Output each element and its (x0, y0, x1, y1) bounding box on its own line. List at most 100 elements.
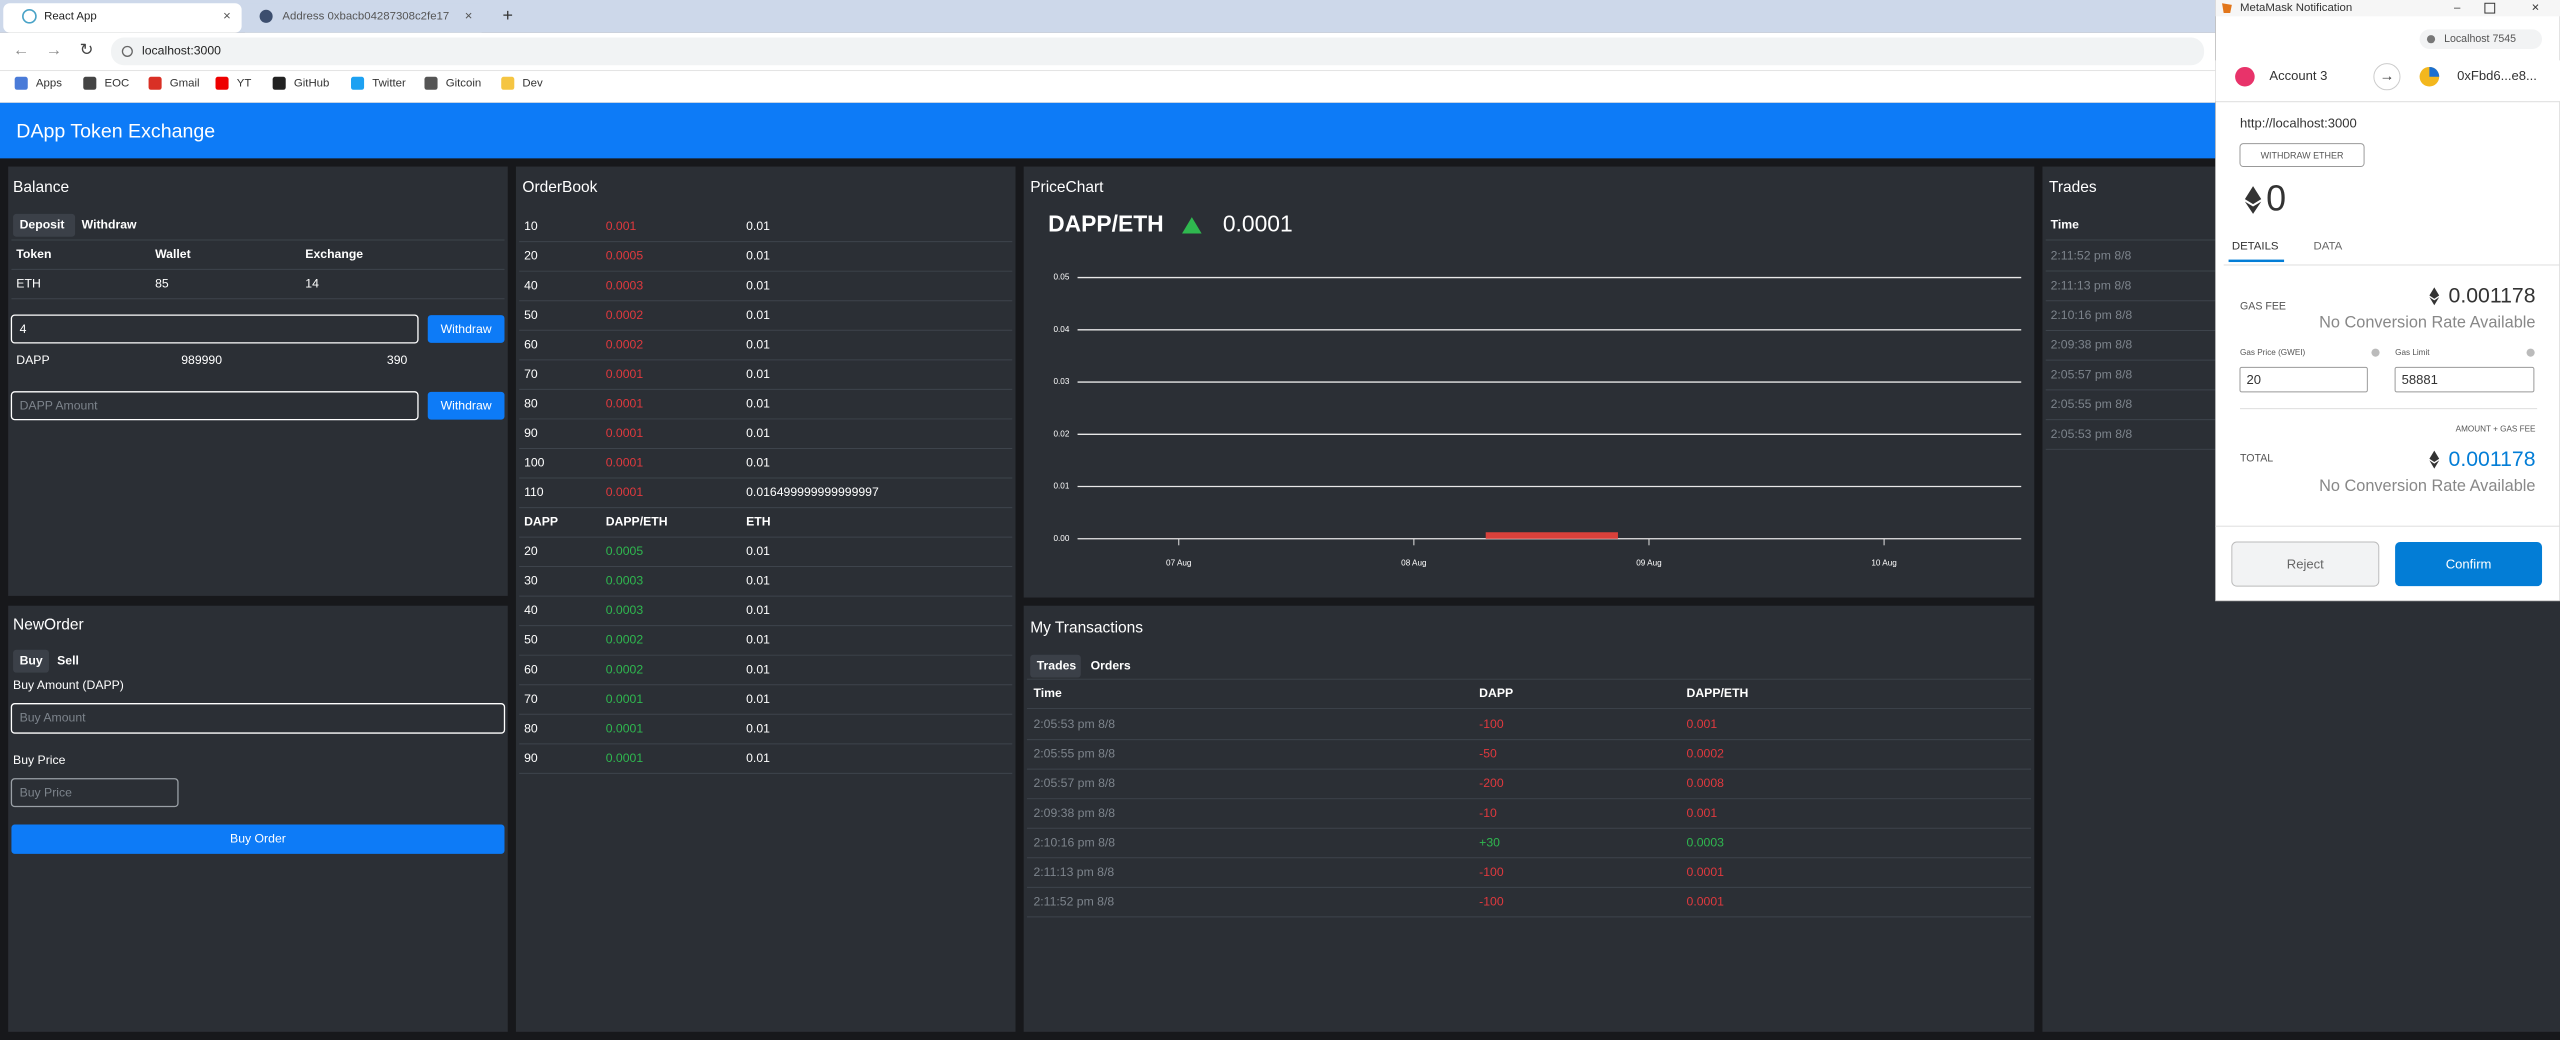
withdraw-button[interactable] (427, 315, 505, 343)
tab[interactable]: Trades (1037, 658, 1077, 672)
cell: 0.01 (746, 662, 770, 676)
cell: 2:09:38 pm 8/8 (1033, 806, 1115, 820)
tab-close[interactable]: × (223, 8, 231, 23)
network-pill[interactable] (2419, 29, 2543, 49)
active-tab[interactable] (3, 3, 242, 33)
tab[interactable]: Withdraw (82, 218, 137, 232)
bookmark[interactable]: Dev (522, 77, 543, 89)
gas-limit-input[interactable] (2394, 366, 2535, 393)
tab[interactable]: DETAILS (2232, 241, 2279, 253)
cell: 390 (387, 353, 408, 367)
button-label[interactable]: Reject (2287, 556, 2324, 571)
label: TOTAL (2240, 453, 2273, 465)
panel-title: My Transactions (1030, 620, 1143, 637)
address-bar[interactable] (111, 37, 2205, 66)
panel-title: PriceChart (1030, 179, 1104, 196)
column-header: DAPP/ETH (1687, 686, 1749, 700)
placeholder: Buy Price (20, 786, 73, 800)
new-tab[interactable]: + (503, 5, 513, 25)
cell: 2:05:57 pm 8/8 (2051, 367, 2133, 381)
tab[interactable] (244, 3, 482, 33)
bookmark[interactable]: YT (237, 77, 252, 89)
navbar (0, 102, 2216, 159)
tab[interactable]: Sell (57, 653, 79, 667)
cell: 0.01 (746, 308, 770, 322)
tab[interactable]: Buy (20, 653, 43, 667)
cell: 0.0008 (1687, 776, 1725, 790)
confirm-button[interactable] (2395, 542, 2543, 587)
panel-title: Trades (2049, 179, 2097, 196)
column-header: Wallet (155, 247, 191, 261)
forward-button[interactable]: → (46, 41, 62, 59)
bookmark[interactable]: Gmail (170, 77, 200, 89)
cell: 0.0002 (606, 633, 644, 647)
amount: 0 (2266, 177, 2286, 218)
minimize[interactable]: – (2454, 2, 2461, 14)
cell: 14 (305, 276, 319, 290)
cell: 100 (524, 456, 545, 470)
tab-title[interactable]: Address 0xbacb04287308c2fe17 (282, 10, 449, 22)
bookmark-icon (424, 76, 438, 90)
cell: 0.01 (746, 603, 770, 617)
withdraw-button[interactable] (427, 391, 505, 420)
x-tick-label: 08 Aug (1401, 558, 1427, 567)
url[interactable]: localhost:3000 (142, 44, 221, 58)
cell: 0.01 (746, 219, 770, 233)
tab[interactable]: DATA (2313, 241, 2342, 253)
cell: 0.01 (746, 426, 770, 440)
cell: 0.01 (746, 751, 770, 765)
button-label[interactable]: Buy Order (230, 831, 286, 845)
cell: 2:05:55 pm 8/8 (1033, 747, 1115, 761)
back-button[interactable]: ← (13, 41, 29, 59)
gas-price-input[interactable] (2239, 366, 2368, 393)
reload-button[interactable]: ↻ (80, 41, 94, 59)
placeholder: DAPP Amount (20, 399, 99, 413)
bookmark[interactable]: Gitcoin (446, 77, 482, 89)
cell: 80 (524, 721, 538, 735)
bookmark[interactable]: GitHub (294, 77, 329, 89)
deposit-input[interactable] (10, 314, 419, 344)
bookmark[interactable]: Apps (36, 77, 62, 89)
cell: 0.01 (746, 456, 770, 470)
price-input[interactable] (10, 778, 179, 808)
divider (2215, 525, 2560, 527)
button-label[interactable]: Withdraw (441, 399, 492, 413)
cell: 2:11:52 pm 8/8 (2051, 249, 2132, 263)
y-tick-label: 0.04 (1054, 325, 1070, 334)
tab-close[interactable]: × (465, 8, 473, 23)
reject-button[interactable] (2231, 541, 2380, 587)
network[interactable]: Localhost 7545 (2444, 33, 2516, 45)
y-tick-label: 0.02 (1054, 429, 1070, 438)
bookmark-icon (351, 76, 365, 90)
new-order-panel (8, 605, 508, 1032)
cell: 0.0003 (606, 603, 644, 617)
x-tick-label: 07 Aug (1166, 558, 1192, 567)
cell: 0.001 (606, 219, 637, 233)
y-tick-label: 0.03 (1054, 377, 1070, 386)
tab[interactable]: Deposit (20, 218, 65, 232)
eth-icon (2429, 287, 2440, 306)
account[interactable]: Account 3 (2269, 68, 2327, 83)
buy-order-button[interactable] (11, 824, 505, 854)
button-label[interactable]: Confirm (2446, 556, 2492, 571)
cell: 90 (524, 426, 538, 440)
close[interactable]: × (2532, 0, 2540, 15)
bookmark-icon (501, 76, 515, 90)
column-header: Exchange (305, 247, 363, 261)
eth-icon (2429, 450, 2440, 469)
eth-icon (2244, 186, 2262, 214)
tab[interactable]: Orders (1091, 658, 1131, 672)
cell: 2:10:16 pm 8/8 (1033, 835, 1115, 849)
panel-title: NewOrder (13, 616, 84, 633)
bookmark-icon (14, 76, 28, 90)
cell: 2:11:13 pm 8/8 (2051, 278, 2132, 292)
arrow: → (2380, 69, 2395, 85)
cell: 0.01 (746, 337, 770, 351)
withdraw-input[interactable] (10, 391, 419, 421)
button-label[interactable]: Withdraw (441, 322, 492, 336)
tab-title[interactable]: React App (44, 10, 97, 22)
amount-input[interactable] (10, 703, 506, 734)
maximize[interactable] (2484, 2, 2496, 14)
bookmark[interactable]: EOC (104, 77, 129, 89)
bookmark[interactable]: Twitter (372, 77, 406, 89)
